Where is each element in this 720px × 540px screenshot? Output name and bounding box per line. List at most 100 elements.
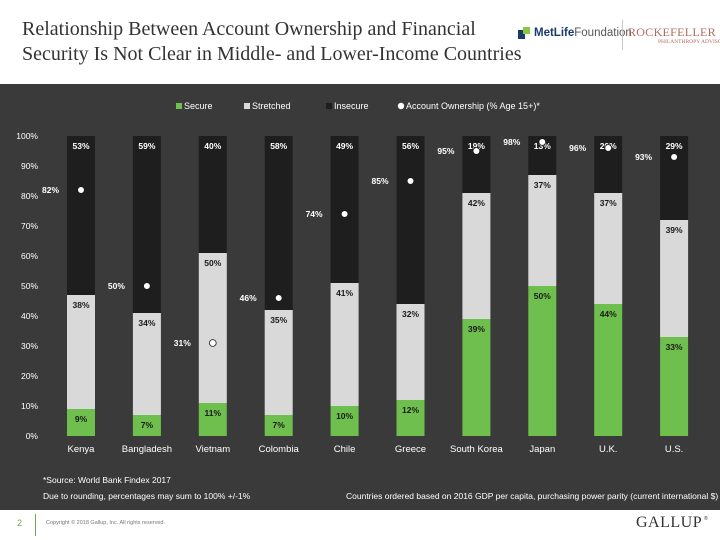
bar-stretched-vietnam: [198, 253, 227, 403]
rockefeller-logo-text: ROCKEFELLER: [628, 25, 716, 39]
legend-label-insecure: Insecure: [334, 101, 369, 111]
bar-label-secure-japan: 50%: [534, 291, 551, 301]
bar-label-insecure-kenya: 53%: [72, 141, 89, 151]
bar-secure-greece: [396, 400, 425, 436]
footer-divider: [35, 514, 36, 536]
y-tick-label: 30%: [21, 341, 38, 351]
bar-label-secure-greece: 12%: [402, 405, 419, 415]
y-tick-label: 40%: [21, 311, 38, 321]
bar-stretched-u-k: [594, 193, 623, 304]
legend-swatch-secure: [176, 103, 182, 109]
bar-secure-japan: [528, 286, 557, 436]
x-tick-label-chile: Chile: [334, 444, 356, 455]
y-tick-label: 0%: [26, 431, 39, 441]
y-tick-label: 10%: [21, 401, 38, 411]
y-tick-label: 20%: [21, 371, 38, 381]
bar-secure-colombia: [264, 415, 293, 436]
bar-stretched-bangladesh: [132, 313, 161, 415]
bar-insecure-chile: [330, 136, 359, 283]
x-tick-label-u-s: U.S.: [665, 444, 683, 455]
bar-insecure-colombia: [264, 136, 293, 310]
bar-label-secure-bangladesh: 7%: [141, 420, 154, 430]
bar-stretched-colombia: [264, 310, 293, 415]
ownership-point-greece: [406, 177, 415, 185]
y-tick-label: 70%: [21, 221, 38, 231]
x-tick-label-vietnam: Vietnam: [195, 444, 230, 455]
bar-label-secure-u-s: 33%: [666, 342, 683, 352]
x-tick-label-colombia: Colombia: [259, 444, 300, 455]
bar-stretched-kenya: [67, 295, 95, 409]
bar-secure-chile: [330, 406, 359, 436]
bar-stretched-chile: [330, 283, 359, 406]
ownership-point-chile: [340, 210, 349, 218]
x-tick-label-south-korea: South Korea: [450, 444, 504, 455]
stacked-bar-chart: 0% 10% 20% 30% 40% 50% 60% 70% 80% 90% 100% Secure S…: [16, 101, 689, 455]
bar-label-insecure-vietnam: 40%: [204, 141, 221, 151]
ownership-point-japan: [538, 138, 547, 146]
bar-label-secure-u-k: 44%: [600, 309, 617, 319]
bar-insecure-u-s: [660, 136, 689, 220]
bar-label-secure-vietnam: 11%: [205, 408, 222, 418]
legend-swatch-insecure: [326, 103, 332, 109]
legend-swatch-account-ownership-age-15: [397, 102, 405, 110]
ownership-point-south-korea: [472, 147, 481, 155]
rockefeller-logo: ROCKEFELLER PHILANTHROPY ADVISORS: [628, 21, 720, 51]
ordering-note: Countries ordered based on 2016 GDP per …: [346, 491, 719, 501]
metlife-icon: [518, 27, 530, 39]
bar-secure-u-s: [660, 337, 689, 436]
ownership-point-u-s: [670, 153, 678, 161]
bar-secure-kenya: [67, 409, 95, 436]
bar-insecure-kenya: [67, 136, 95, 295]
ownership-label-vietnam: 31%: [174, 338, 191, 348]
y-tick-label: 90%: [21, 161, 38, 171]
title-line-2: Security Is Not Clear in Middle- and Low…: [22, 43, 522, 65]
x-tick-label-kenya: Kenya: [68, 444, 96, 455]
foundation-logo-text: Foundation: [574, 27, 632, 39]
bar-stretched-greece: [396, 304, 425, 400]
bar-label-insecure-chile: 49%: [336, 141, 353, 151]
logo-divider: [622, 20, 623, 50]
ownership-label-bangladesh: 50%: [108, 281, 125, 291]
bar-secure-south-korea: [462, 319, 491, 436]
ownership-point-colombia: [274, 294, 283, 302]
legend-swatch-stretched: [244, 103, 250, 109]
rockefeller-logo-subtext: PHILANTHROPY ADVISORS: [658, 39, 720, 45]
legend-label-secure: Secure: [184, 101, 213, 111]
bar-label-secure-kenya: 9%: [75, 414, 88, 424]
ownership-point-vietnam: [209, 339, 217, 347]
bar-secure-u-k: [594, 304, 623, 436]
y-tick-label: 50%: [21, 281, 38, 291]
bar-stretched-u-s: [660, 220, 689, 337]
slide-footer: 2 Copyright © 2018 Gallup, Inc. All righ…: [0, 510, 720, 540]
bar-label-insecure-japan: 13%: [534, 141, 551, 151]
bar-stretched-south-korea: [462, 193, 491, 319]
chart-panel: 0% 10% 20% 30% 40% 50% 60% 70% 80% 90% 100% Secure S…: [0, 84, 720, 510]
bar-label-stretched-japan: 37%: [534, 180, 551, 190]
y-tick-label: 60%: [21, 251, 38, 261]
bar-label-stretched-bangladesh: 34%: [138, 318, 155, 328]
bar-label-insecure-colombia: 58%: [270, 141, 287, 151]
ownership-label-japan: 98%: [503, 137, 520, 147]
ownership-label-chile: 74%: [306, 209, 323, 219]
y-tick-label: 80%: [21, 191, 38, 201]
bar-label-insecure-greece: 56%: [402, 141, 419, 151]
x-tick-label-bangladesh: Bangladesh: [122, 444, 172, 455]
bar-label-stretched-u-k: 37%: [600, 198, 617, 208]
ownership-label-south-korea: 95%: [437, 146, 454, 156]
bar-label-stretched-vietnam: 50%: [204, 258, 221, 268]
page-number: 2: [17, 518, 23, 528]
ownership-label-u-s: 93%: [635, 152, 652, 162]
x-tick-label-japan: Japan: [529, 444, 555, 455]
copyright-text: Copyright © 2018 Gallup, Inc. All rights…: [46, 520, 165, 526]
ownership-label-kenya: 82%: [42, 185, 59, 195]
bar-insecure-south-korea: [462, 136, 491, 193]
bar-label-secure-chile: 10%: [336, 411, 353, 421]
bar-label-stretched-kenya: 38%: [72, 300, 89, 310]
bar-label-stretched-greece: 32%: [402, 309, 419, 319]
bar-label-insecure-bangladesh: 59%: [138, 141, 155, 151]
bar-label-secure-south-korea: 39%: [468, 324, 485, 334]
rounding-note: Due to rounding, percentages may sum to …: [43, 491, 251, 501]
bar-insecure-vietnam: [198, 136, 227, 253]
bar-label-insecure-u-s: 29%: [666, 141, 683, 151]
ownership-label-u-k: 96%: [569, 143, 586, 153]
